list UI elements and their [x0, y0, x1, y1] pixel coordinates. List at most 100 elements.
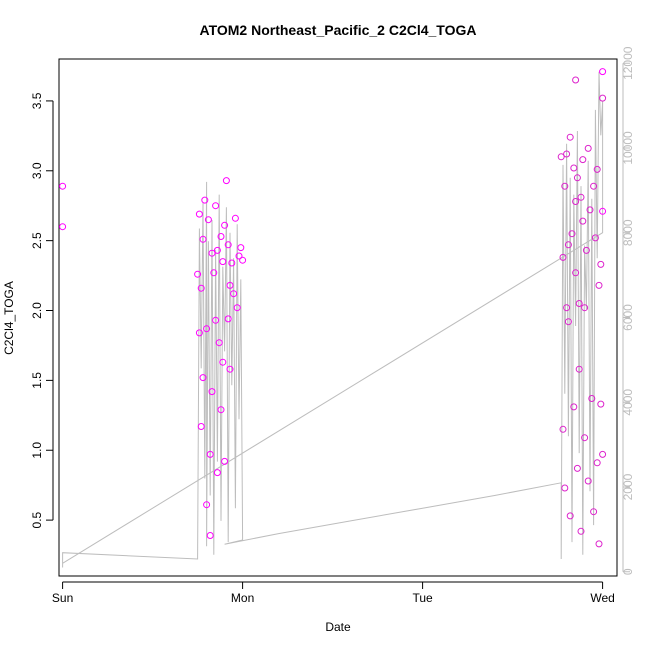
data-point: [557, 153, 565, 161]
y2-tick-label: 10000: [621, 131, 635, 165]
data-point: [572, 76, 580, 84]
data-point: [233, 304, 241, 312]
y-tick-label: 1.5: [30, 372, 44, 389]
data-point: [194, 270, 202, 278]
data-point: [577, 527, 585, 535]
data-point: [561, 484, 569, 492]
data-point: [213, 469, 221, 477]
data-point: [199, 374, 207, 382]
y-axis-label: C2Cl4_TOGA: [2, 281, 16, 355]
data-point: [570, 164, 578, 172]
chart-title: ATOM2 Northeast_Pacific_2 C2Cl4_TOGA: [200, 22, 477, 38]
data-point: [595, 540, 603, 548]
data-point: [575, 365, 583, 373]
x-tick-label: Tue: [412, 591, 433, 605]
data-point: [237, 244, 245, 252]
data-point: [210, 269, 218, 277]
data-point: [199, 235, 207, 243]
data-point: [566, 512, 574, 520]
data-point: [563, 304, 571, 312]
data-point: [201, 196, 209, 204]
data-point: [579, 217, 587, 225]
data-point: [221, 457, 229, 465]
data-point: [212, 316, 220, 324]
data-point: [573, 464, 581, 472]
data-point: [581, 434, 589, 442]
x-axis-label: Date: [325, 620, 351, 634]
data-point: [217, 406, 225, 414]
data-point: [570, 403, 578, 411]
data-point: [590, 182, 598, 190]
data-point: [230, 290, 238, 298]
data-point: [582, 246, 590, 254]
data-point: [559, 425, 567, 433]
data-point: [59, 223, 67, 231]
data-point: [59, 182, 67, 190]
data-point: [568, 230, 576, 238]
data-point: [228, 259, 236, 267]
data-point: [195, 210, 203, 218]
y-tick-label: 3.5: [30, 92, 44, 109]
data-point: [226, 365, 234, 373]
data-point: [564, 318, 572, 326]
data-point: [597, 260, 605, 268]
points-layer: [59, 68, 607, 548]
data-point: [593, 459, 601, 467]
data-point: [203, 325, 211, 333]
line-layer: [62, 71, 604, 568]
series-line: [62, 71, 604, 568]
data-point: [221, 221, 229, 229]
x-tick-label: Wed: [590, 591, 614, 605]
data-point: [599, 450, 607, 458]
x-tick-label: Sun: [52, 591, 73, 605]
y2-tick-label: 0: [621, 568, 635, 575]
data-point: [563, 150, 571, 158]
data-point: [595, 281, 603, 289]
y-axis: 0.5 1.0 1.5 2.0 2.5 3.0 3.5: [30, 92, 54, 528]
data-point: [581, 304, 589, 312]
data-point: [575, 300, 583, 307]
data-point: [577, 193, 585, 201]
y-tick-label: 2.0: [30, 302, 44, 319]
y2-tick-label: 2000: [621, 473, 635, 500]
data-point: [222, 177, 230, 185]
x-axis: Sun Mon Tue Wed: [52, 581, 615, 605]
data-point: [572, 198, 580, 205]
data-point: [206, 532, 214, 539]
data-point: [215, 339, 223, 347]
data-point: [208, 249, 216, 257]
data-point: [566, 133, 574, 141]
plot-area: [58, 58, 618, 577]
data-point: [573, 174, 581, 182]
y2-tick-label: 6000: [621, 304, 635, 331]
data-point: [203, 501, 211, 509]
data-point: [224, 241, 232, 249]
y2-axis: 0 2000 4000 6000 8000 10000 12000: [621, 46, 635, 575]
data-point: [213, 246, 221, 254]
y-tick-label: 0.5: [30, 511, 44, 528]
data-point: [597, 400, 605, 408]
data-point: [591, 234, 599, 242]
data-point: [599, 94, 607, 102]
data-point: [239, 256, 247, 264]
data-point: [593, 165, 601, 173]
data-point: [224, 315, 232, 323]
y2-tick-label: 8000: [621, 219, 635, 246]
data-point: [208, 388, 216, 396]
x-tick-label: Mon: [231, 591, 254, 605]
data-point: [212, 202, 220, 210]
data-point: [579, 156, 587, 164]
data-point: [195, 329, 203, 337]
data-point: [564, 241, 572, 249]
data-point: [219, 258, 227, 266]
data-point: [197, 284, 205, 292]
data-point: [217, 233, 225, 240]
data-point: [599, 207, 607, 215]
y2-tick-label: 12000: [621, 46, 635, 80]
data-point: [572, 269, 580, 277]
data-point: [584, 144, 592, 152]
y-tick-label: 3.0: [30, 162, 44, 179]
data-point: [226, 281, 234, 289]
data-point: [599, 68, 607, 76]
